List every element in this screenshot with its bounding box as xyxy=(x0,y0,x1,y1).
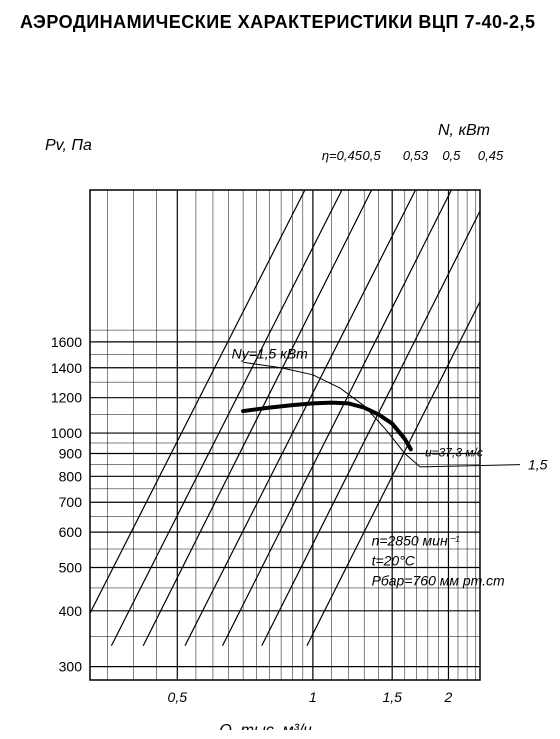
x-tick-label: 2 xyxy=(444,689,453,705)
efficiency-label: 0,45 xyxy=(478,148,504,163)
efficiency-label: 0,53 xyxy=(403,148,429,163)
y-tick-label: 700 xyxy=(59,494,83,510)
x-tick-label: 0,5 xyxy=(168,689,188,705)
x-tick-label: 1 xyxy=(309,689,317,705)
y-tick-label: 300 xyxy=(59,659,83,675)
y-axis-label: Pv, Па xyxy=(45,137,92,154)
x-tick-label: 1,5 xyxy=(382,689,402,705)
y-tick-label: 1600 xyxy=(51,334,82,350)
fan-curve xyxy=(243,403,411,450)
u-label: u=37,3 м/с xyxy=(425,445,483,459)
plot-frame xyxy=(90,190,480,680)
y-tick-label: 500 xyxy=(59,560,83,576)
efficiency-line xyxy=(90,190,305,613)
efficiency-label: 0,5 xyxy=(442,148,461,163)
y-tick-label: 800 xyxy=(59,468,83,484)
y-tick-label: 1200 xyxy=(51,390,82,406)
y-tick-label: 600 xyxy=(59,524,83,540)
annotation-line: Рбар=760 мм рт.ст xyxy=(372,573,505,589)
x-axis-label: Q, тыс. м³/ч xyxy=(219,722,311,730)
y-tick-label: 900 xyxy=(59,445,83,461)
annotation-line: t=20°С xyxy=(372,553,416,569)
y-tick-label: 1400 xyxy=(51,360,82,376)
efficiency-line xyxy=(111,190,342,646)
efficiency-label: 0,5 xyxy=(363,148,382,163)
y-tick-label: 400 xyxy=(59,603,83,619)
y2-axis-label: N, кВт xyxy=(438,122,490,139)
annotation-line: n=2850 мин⁻¹ xyxy=(372,533,460,549)
efficiency-label: η=0,45 xyxy=(322,148,363,163)
power-right-label: 1,5 xyxy=(528,457,548,473)
y-tick-label: 1000 xyxy=(51,425,82,441)
power-curve-tail xyxy=(420,465,520,467)
page-title: АЭРОДИНАМИЧЕСКИЕ ХАРАКТЕРИСТИКИ ВЦП 7-40… xyxy=(20,12,536,33)
chart: 0,5 1 1,5 2 300 400 500 600 700 800 900 1000 1200 140… xyxy=(0,60,560,730)
ny-label: Nу=1,5 кВт xyxy=(232,345,309,361)
